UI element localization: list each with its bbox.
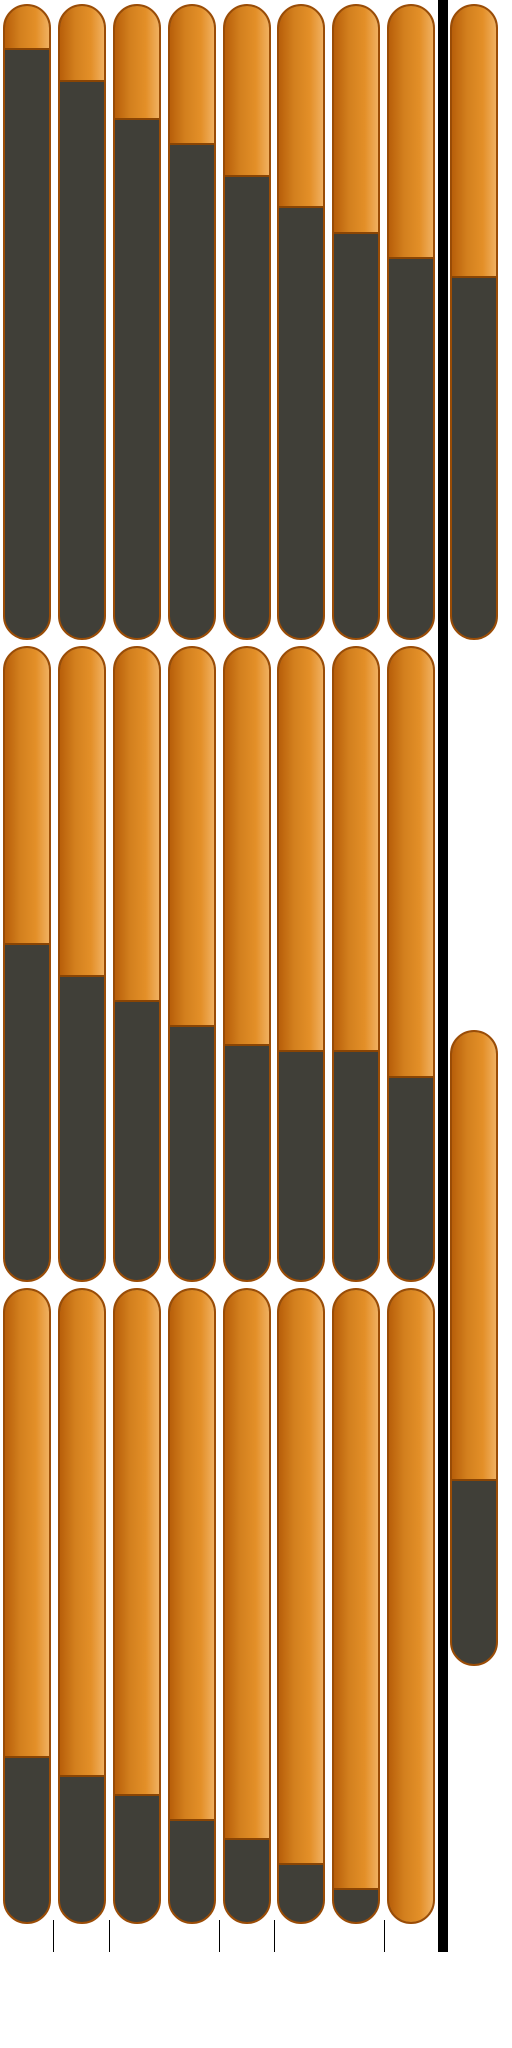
level-bar xyxy=(3,646,51,1282)
bar-fill xyxy=(279,6,323,209)
level-bar xyxy=(168,646,216,1282)
level-bar xyxy=(58,646,106,1282)
bar-fill xyxy=(170,6,214,146)
bar-fill xyxy=(225,1290,269,1840)
vertical-divider xyxy=(438,0,448,1952)
bar-fill xyxy=(170,648,214,1028)
bar-fill xyxy=(5,6,49,51)
bar-fill xyxy=(452,1032,496,1481)
level-bar xyxy=(387,646,435,1282)
bar-fill xyxy=(5,1290,49,1758)
bar-fill xyxy=(389,1290,433,1922)
bar-fill xyxy=(115,648,159,1002)
guide-line xyxy=(109,1920,110,1952)
guide-line xyxy=(219,1920,220,1952)
bar-fill xyxy=(334,1290,378,1891)
level-bar xyxy=(58,1288,106,1924)
bar-fill xyxy=(115,6,159,120)
guide-line xyxy=(274,1920,275,1952)
bar-fill xyxy=(225,6,269,177)
side-level-bar xyxy=(450,1030,498,1666)
bar-fill xyxy=(5,648,49,946)
level-bar xyxy=(332,1288,380,1924)
bar-fill xyxy=(334,648,378,1053)
level-bar xyxy=(223,4,271,640)
level-bar xyxy=(3,4,51,640)
bar-fill xyxy=(279,648,323,1053)
bar-fill xyxy=(334,6,378,234)
level-bar xyxy=(277,646,325,1282)
level-bar xyxy=(223,1288,271,1924)
level-bar xyxy=(277,4,325,640)
level-bar xyxy=(113,1288,161,1924)
level-bar xyxy=(168,4,216,640)
side-level-bar xyxy=(450,4,498,640)
level-bar xyxy=(113,646,161,1282)
bar-fill xyxy=(389,6,433,259)
level-bar xyxy=(168,1288,216,1924)
bar-fill xyxy=(115,1290,159,1796)
level-bar xyxy=(332,4,380,640)
level-bar xyxy=(387,1288,435,1924)
bar-fill xyxy=(60,6,104,82)
bar-fill xyxy=(60,1290,104,1777)
bar-fill xyxy=(452,6,496,278)
guide-line xyxy=(384,1920,385,1952)
bar-fill xyxy=(389,648,433,1078)
bar-fill xyxy=(60,648,104,977)
level-bar xyxy=(223,646,271,1282)
level-bar xyxy=(387,4,435,640)
level-bar xyxy=(332,646,380,1282)
level-bar xyxy=(58,4,106,640)
bar-fill xyxy=(170,1290,214,1821)
bar-fill xyxy=(225,648,269,1047)
guide-line xyxy=(53,1920,54,1952)
level-bar xyxy=(3,1288,51,1924)
bar-fill xyxy=(279,1290,323,1866)
level-bar xyxy=(277,1288,325,1924)
level-bar xyxy=(113,4,161,640)
